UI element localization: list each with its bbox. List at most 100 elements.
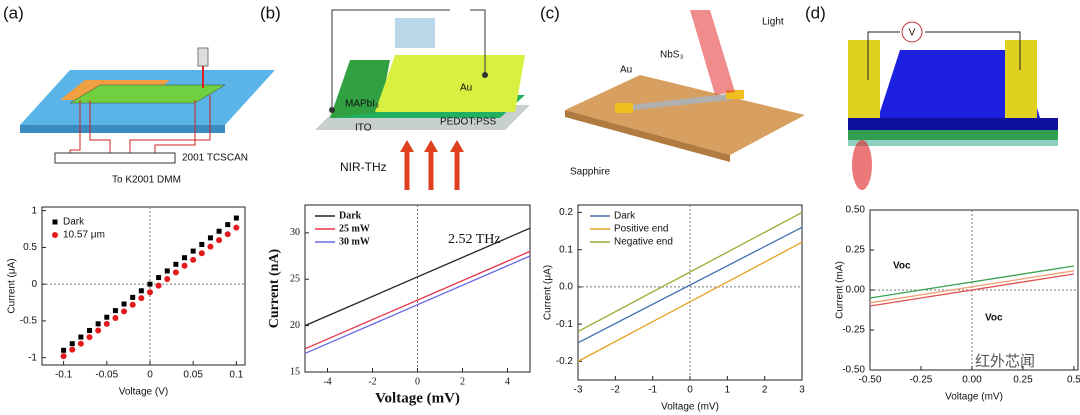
y-tick-label: -0.1 [556, 319, 574, 330]
legend-label: Dark [63, 217, 85, 228]
panel-label: (c) [540, 3, 560, 22]
point [233, 224, 240, 231]
point [86, 334, 93, 341]
x-tick-label: -4 [323, 376, 331, 387]
diagram-a: 2001 TCSCAN To K2001 DMM [20, 47, 275, 186]
diagram-c: Light Au NbS₃ Sapphire [565, 10, 805, 178]
point [156, 275, 162, 281]
diagram-d: V NIR [848, 21, 1058, 190]
point [155, 282, 162, 289]
x-tick-label: 3 [799, 385, 805, 396]
x-tick-label: -0.25 [910, 375, 933, 386]
point [181, 262, 188, 269]
point [216, 237, 223, 244]
y-tick-label: 0 [31, 279, 37, 290]
diagram-label: V [909, 28, 916, 39]
y-axis-label: Current (nA) [267, 248, 282, 328]
annotation: Voc [985, 313, 1003, 324]
x-tick-label: 0.00 [962, 375, 982, 386]
y-tick-label: 0.00 [846, 285, 866, 296]
line [577, 241, 803, 362]
legend-label: 25 mW [339, 223, 370, 234]
y-tick-label: 0.1 [559, 244, 573, 255]
x-axis-label: Voltage (V) [119, 387, 168, 398]
diagram-label: To K2001 DMM [112, 175, 181, 186]
x-tick-label: -1 [648, 385, 657, 396]
point [130, 294, 136, 300]
y-tick-label: 20 [290, 320, 300, 331]
point [190, 248, 196, 254]
diagram-label: NIR-THz [340, 160, 387, 174]
panel-label: (d) [805, 3, 826, 22]
x-tick-label: 2 [762, 385, 768, 396]
diagram-label: Au [620, 65, 632, 76]
x-tick-label: -3 [574, 385, 583, 396]
point [207, 243, 214, 250]
diagram-label: Light [762, 17, 784, 28]
diagram-label: PEDOT:PSS [440, 117, 496, 128]
point [138, 295, 145, 302]
line [869, 270, 1075, 304]
x-tick-label: -0.1 [55, 370, 73, 381]
point [164, 268, 170, 274]
panel-label: (b) [260, 3, 281, 22]
y-tick-label: 0.25 [846, 245, 866, 256]
x-tick-label: 0 [415, 376, 420, 387]
legend-label: Dark [339, 210, 362, 221]
line [577, 226, 803, 344]
legend-marker [52, 232, 58, 238]
y-tick-label: 1 [31, 205, 37, 216]
legend-label: 10.57 μm [63, 230, 105, 241]
legend-label: Dark [614, 211, 636, 222]
point [112, 314, 119, 321]
diagram-label: 2001 TCSCAN [182, 153, 248, 164]
point [164, 276, 171, 283]
point [233, 215, 239, 221]
point [225, 222, 231, 228]
point [129, 301, 136, 308]
line [304, 250, 531, 350]
point [216, 228, 222, 234]
x-tick-label: 4 [505, 376, 510, 387]
y-tick-label: 15 [290, 366, 300, 377]
y-axis-label: Current (mA) [835, 261, 846, 319]
legend-label: 30 mW [339, 236, 370, 247]
line [304, 227, 531, 327]
x-axis-label: Voltage (mV) [375, 390, 460, 406]
y-tick-label: 30 [290, 227, 300, 238]
y-tick-label: -0.50 [842, 365, 865, 376]
x-tick-label: -2 [368, 376, 376, 387]
point [199, 241, 205, 247]
y-tick-label: -0.5 [20, 316, 38, 327]
point [173, 261, 179, 267]
line [304, 255, 531, 355]
y-tick-label: 0.5 [23, 242, 37, 253]
point [69, 341, 75, 347]
point [138, 288, 144, 294]
x-tick-label: 2 [460, 376, 465, 387]
y-axis-label: Current (μA) [7, 258, 18, 313]
point [198, 250, 205, 257]
watermark: 红外芯闻 [975, 353, 1035, 370]
y-tick-label: 0.2 [559, 207, 573, 218]
point [95, 321, 101, 327]
y-tick-label: -0.2 [556, 356, 574, 367]
line [577, 211, 803, 333]
x-tick-label: -2 [611, 385, 620, 396]
point [182, 255, 188, 261]
point [172, 269, 179, 276]
point [146, 289, 153, 296]
panel-label: (a) [3, 3, 24, 22]
x-tick-label: 0 [687, 385, 693, 396]
x-tick-label: 0.5 [1067, 375, 1080, 386]
point [95, 327, 102, 334]
point [104, 314, 110, 320]
legend-label: Positive end [614, 224, 668, 235]
legend-label: Negative end [614, 237, 673, 248]
x-tick-label: -0.05 [95, 370, 118, 381]
x-tick-label: 0.1 [229, 370, 243, 381]
legend-marker [52, 219, 58, 225]
point [147, 281, 153, 287]
diagram-label: NbS₃ [660, 50, 684, 61]
